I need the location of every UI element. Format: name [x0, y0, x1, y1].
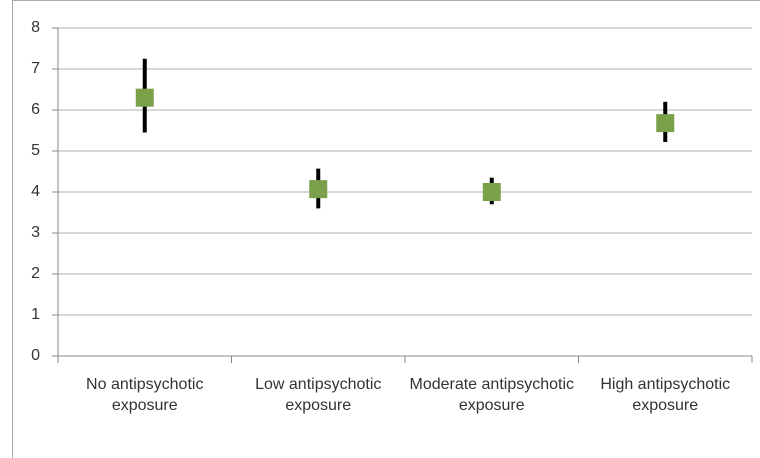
y-tick-label: 3 [31, 224, 40, 241]
y-tick-label: 7 [31, 60, 40, 77]
point-marker [656, 114, 675, 133]
y-tick-label: 8 [31, 19, 40, 36]
y-tick-label: 4 [31, 183, 40, 200]
x-tick-label: Low antipsychotic exposure [255, 376, 382, 414]
point-marker [135, 88, 154, 107]
x-tick-label: Moderate antipsychotic exposure [409, 376, 575, 414]
y-tick-label: 1 [31, 306, 40, 323]
x-tick-label: No antipsychotic exposure [86, 376, 204, 414]
y-tick-label: 5 [31, 142, 40, 159]
y-tick-label: 0 [31, 347, 40, 364]
point-marker [482, 183, 501, 201]
chart-frame [12, 0, 760, 458]
x-tick-label: High antipsychotic exposure [600, 376, 731, 414]
point-marker [309, 180, 328, 199]
y-tick-label: 6 [31, 101, 40, 118]
y-tick-label: 2 [31, 265, 40, 282]
